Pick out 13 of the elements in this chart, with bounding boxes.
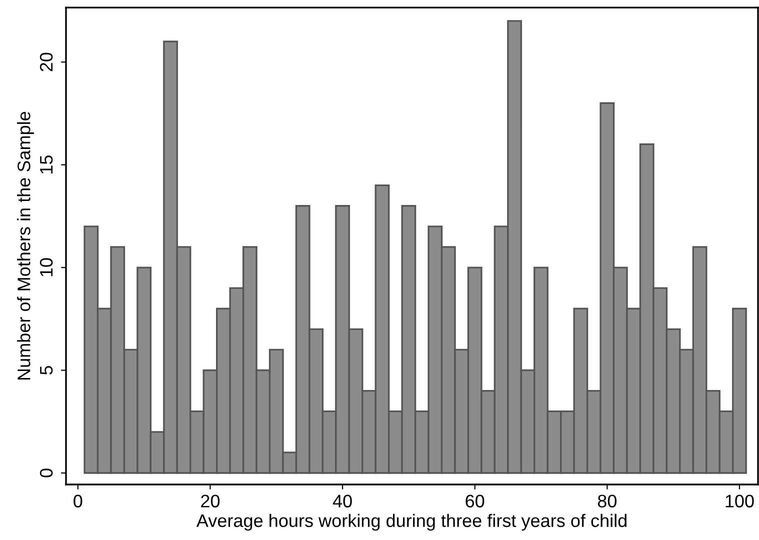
x-tick-label: 80 [598, 494, 616, 508]
x-tick-label: 20 [201, 494, 220, 508]
x-tick-label: 40 [332, 494, 352, 508]
y-tick-label: 5 [40, 366, 53, 375]
y-tick-label: 15 [40, 156, 53, 174]
x-axis-title: Average hours working during three first years of child [196, 514, 626, 531]
y-tick-label: 10 [40, 258, 53, 276]
x-tick-label: 100 [726, 494, 754, 508]
y-tick-label: 20 [40, 52, 53, 72]
y-tick-label: 0 [40, 468, 53, 478]
x-tick-label: 60 [466, 494, 484, 508]
y-axis-title: Number of Mothers in the Sample [17, 112, 34, 380]
x-tick-label: 0 [74, 494, 82, 508]
